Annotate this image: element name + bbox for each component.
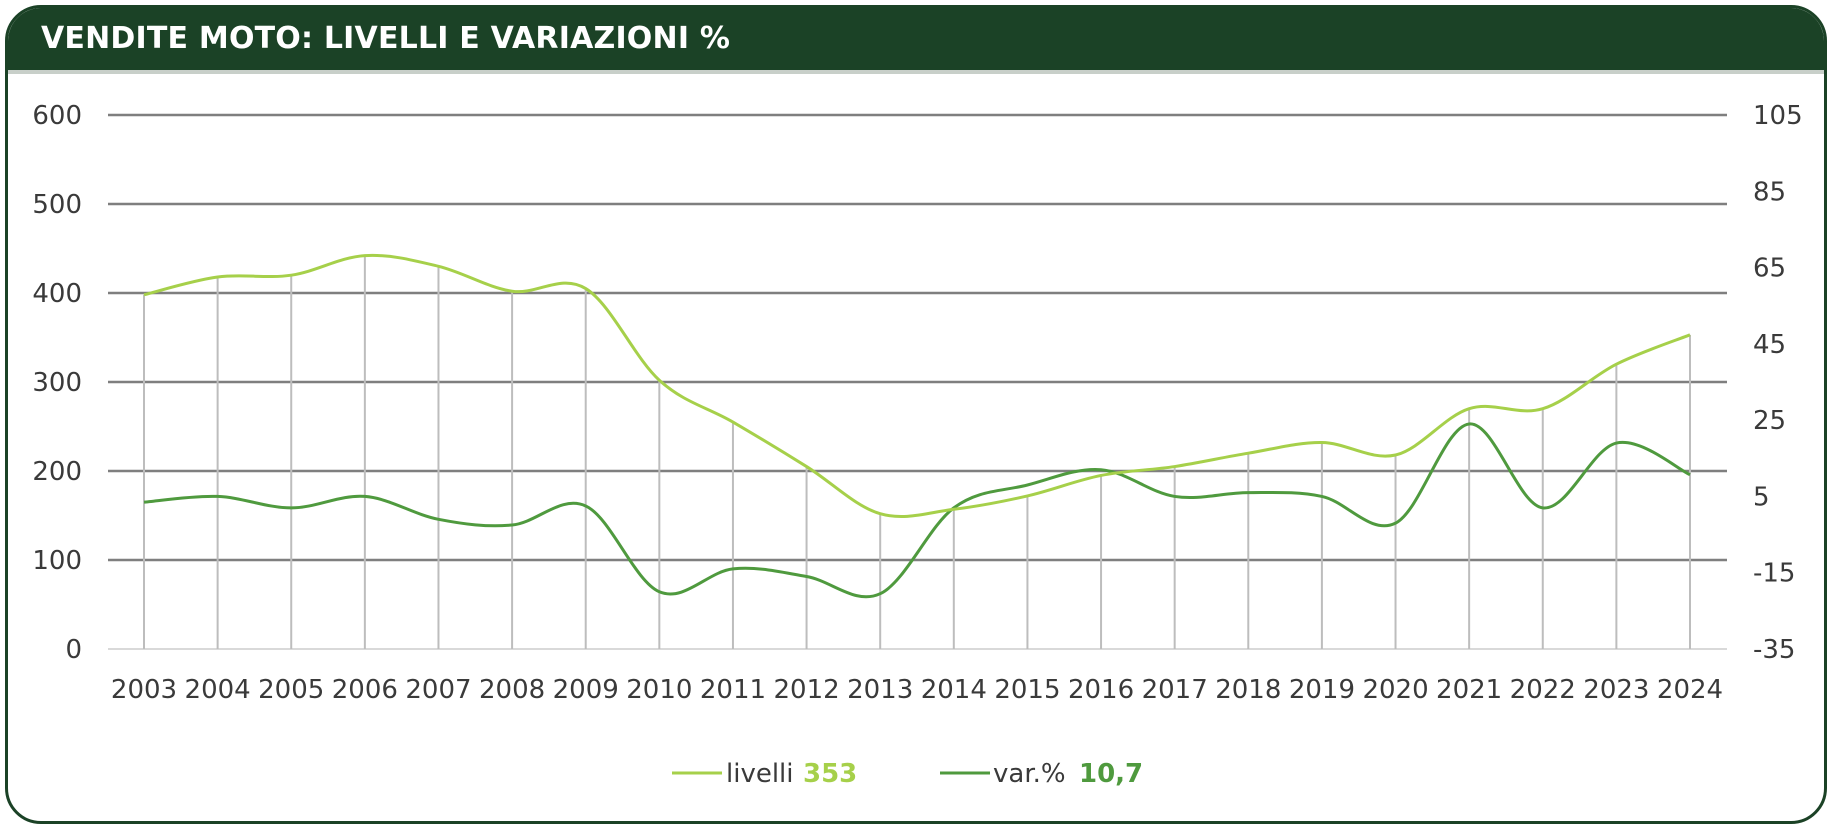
x-tick-label: 2014 bbox=[921, 675, 987, 705]
x-tick-label: 2003 bbox=[111, 675, 177, 705]
left-tick-label: 0 bbox=[65, 635, 82, 665]
x-axis-ticks: 2003 2004 2005 2006 2007 2008 2009 2010 2011 2012… bbox=[111, 675, 1723, 705]
right-tick-label: 5 bbox=[1753, 482, 1770, 512]
right-tick-label: 105 bbox=[1753, 101, 1803, 131]
legend-label-livelli: livelli bbox=[726, 759, 794, 789]
left-tick-label: 400 bbox=[32, 279, 82, 309]
left-tick-label: 600 bbox=[32, 101, 82, 131]
x-tick-label: 2021 bbox=[1436, 675, 1502, 705]
series-line-var bbox=[143, 422, 1691, 599]
x-tick-label: 2024 bbox=[1657, 675, 1723, 705]
right-tick-label: 65 bbox=[1753, 254, 1786, 284]
x-tick-label: 2008 bbox=[479, 675, 545, 705]
drop-lines bbox=[143, 255, 1691, 649]
right-tick-label: 85 bbox=[1753, 177, 1786, 207]
legend-value-var: 10,7 bbox=[1079, 759, 1143, 789]
x-tick-label: 2011 bbox=[700, 675, 766, 705]
right-tick-label: 45 bbox=[1753, 330, 1786, 360]
series-lines bbox=[143, 253, 1691, 599]
right-tick-label: 25 bbox=[1753, 406, 1786, 436]
x-tick-label: 2018 bbox=[1215, 675, 1281, 705]
x-tick-label: 2009 bbox=[553, 675, 619, 705]
x-tick-label: 2022 bbox=[1510, 675, 1576, 705]
x-tick-label: 2007 bbox=[405, 675, 471, 705]
right-tick-label: -15 bbox=[1753, 559, 1795, 589]
x-tick-label: 2012 bbox=[773, 675, 839, 705]
x-tick-label: 2013 bbox=[847, 675, 913, 705]
x-tick-label: 2016 bbox=[1068, 675, 1134, 705]
chart-card: VENDITE MOTO: LIVELLI E VARIAZIONI % bbox=[5, 5, 1827, 824]
series-line-livelli bbox=[143, 253, 1691, 518]
left-axis-ticks: 600 500 400 300 200 100 0 bbox=[32, 101, 82, 665]
legend-label-var: var.% bbox=[993, 759, 1066, 789]
left-tick-label: 200 bbox=[32, 457, 82, 487]
x-tick-label: 2006 bbox=[332, 675, 398, 705]
left-tick-label: 100 bbox=[32, 546, 82, 576]
legend: livelli 353 var.% 10,7 bbox=[672, 759, 1143, 789]
x-tick-label: 2019 bbox=[1289, 675, 1355, 705]
legend-value-livelli: 353 bbox=[803, 759, 857, 789]
x-tick-label: 2005 bbox=[258, 675, 324, 705]
left-tick-label: 300 bbox=[32, 368, 82, 398]
grid-lines bbox=[108, 113, 1727, 650]
x-tick-label: 2015 bbox=[994, 675, 1060, 705]
x-tick-label: 2020 bbox=[1362, 675, 1428, 705]
right-axis-ticks: 105 85 65 45 25 5 -15 -35 bbox=[1753, 101, 1803, 665]
chart-header: VENDITE MOTO: LIVELLI E VARIAZIONI % bbox=[8, 8, 1824, 74]
chart-title: VENDITE MOTO: LIVELLI E VARIAZIONI % bbox=[41, 21, 731, 56]
x-tick-label: 2004 bbox=[185, 675, 251, 705]
left-tick-label: 500 bbox=[32, 190, 82, 220]
x-tick-label: 2023 bbox=[1583, 675, 1649, 705]
x-tick-label: 2017 bbox=[1142, 675, 1208, 705]
right-tick-label: -35 bbox=[1753, 635, 1795, 665]
x-tick-label: 2010 bbox=[626, 675, 692, 705]
